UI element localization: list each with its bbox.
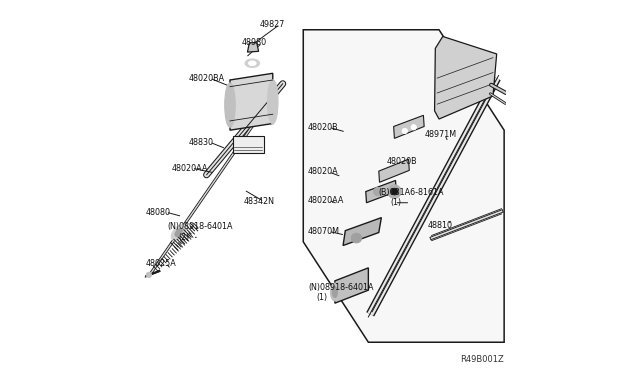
Text: R49B001Z: R49B001Z [460, 355, 504, 364]
Ellipse shape [245, 59, 259, 67]
Text: 48020B: 48020B [308, 123, 339, 132]
Polygon shape [248, 43, 259, 52]
Text: (N)08918-6401A: (N)08918-6401A [168, 222, 233, 231]
Ellipse shape [225, 83, 235, 127]
Polygon shape [435, 36, 497, 119]
Polygon shape [230, 73, 273, 130]
Text: 48020A: 48020A [308, 167, 339, 176]
Text: 48070M: 48070M [308, 227, 340, 236]
Polygon shape [303, 30, 504, 342]
Text: 48020BA: 48020BA [189, 74, 225, 83]
Text: 48020AA: 48020AA [308, 196, 344, 205]
Ellipse shape [351, 233, 362, 243]
Text: 48980: 48980 [242, 38, 267, 47]
Polygon shape [343, 218, 381, 246]
Circle shape [147, 272, 152, 278]
Circle shape [391, 188, 397, 195]
Text: 48020B: 48020B [387, 157, 417, 166]
Ellipse shape [268, 80, 278, 124]
Text: 48080: 48080 [145, 208, 170, 217]
Text: (N)08918-6401A: (N)08918-6401A [308, 283, 374, 292]
Ellipse shape [248, 61, 256, 65]
Circle shape [411, 125, 417, 130]
Circle shape [388, 185, 401, 198]
Text: 48810: 48810 [428, 221, 453, 230]
Polygon shape [232, 136, 264, 153]
Ellipse shape [175, 229, 182, 236]
Ellipse shape [172, 225, 186, 240]
Text: 48971M: 48971M [424, 130, 456, 139]
Polygon shape [365, 180, 396, 203]
Text: (2): (2) [179, 233, 190, 242]
Text: 48342N: 48342N [244, 197, 275, 206]
Ellipse shape [374, 187, 381, 196]
Ellipse shape [330, 283, 339, 301]
Polygon shape [394, 115, 424, 138]
Text: (1): (1) [316, 293, 328, 302]
Circle shape [402, 128, 408, 134]
Text: 48020AA: 48020AA [172, 164, 207, 173]
Text: 49827: 49827 [260, 20, 285, 29]
Text: (1): (1) [390, 198, 401, 207]
Polygon shape [379, 159, 410, 182]
Polygon shape [335, 268, 369, 303]
Text: 48830: 48830 [189, 138, 214, 147]
Text: 48025A: 48025A [145, 259, 176, 267]
Text: (B)081A6-8161A: (B)081A6-8161A [379, 188, 444, 197]
Ellipse shape [332, 286, 337, 298]
